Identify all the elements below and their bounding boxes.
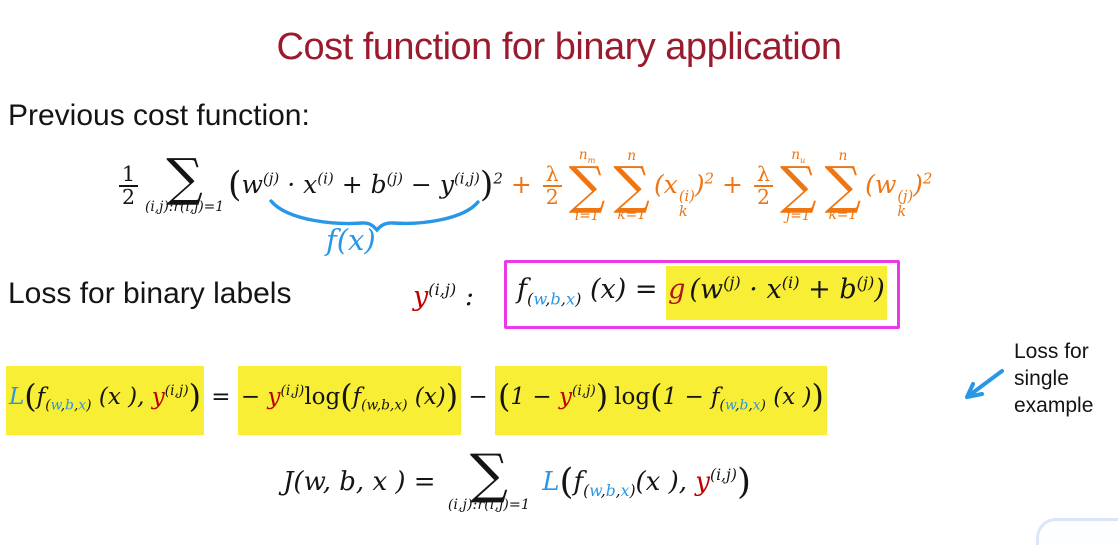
overall-cost-formula: J(w, b, x ) = ∑ (i,j):r(i,j)=1 L(f(w,b,x)…	[283, 443, 751, 514]
underbrace-annotation	[269, 199, 480, 233]
previous-cost-formula: 1 2 ∑ (i,j):r(i,j)=1 (w(j) · x(i) + b(j) − y…	[116, 147, 932, 225]
arrow-icon	[965, 369, 1004, 399]
sigmoid-definition-box: f(w,b,x) (x) = g (w(j) · x(i) + b(j))	[504, 260, 900, 330]
loss-binary-label: Loss for binary labels	[8, 277, 292, 310]
player-overlay-corner	[1036, 518, 1118, 545]
loss-function-formula: L(f(w,b,x) (x ), y(i,j)) = − y(i,j)log(f…	[6, 366, 827, 435]
y-ij-label: y(i,j) :	[413, 280, 474, 312]
loss-single-example-label: Loss for single example	[1014, 340, 1094, 417]
fx-handwritten-label: f(x)	[326, 223, 376, 257]
previous-cost-label: Previous cost function:	[8, 99, 310, 132]
page-title: Cost function for binary application	[276, 26, 843, 68]
